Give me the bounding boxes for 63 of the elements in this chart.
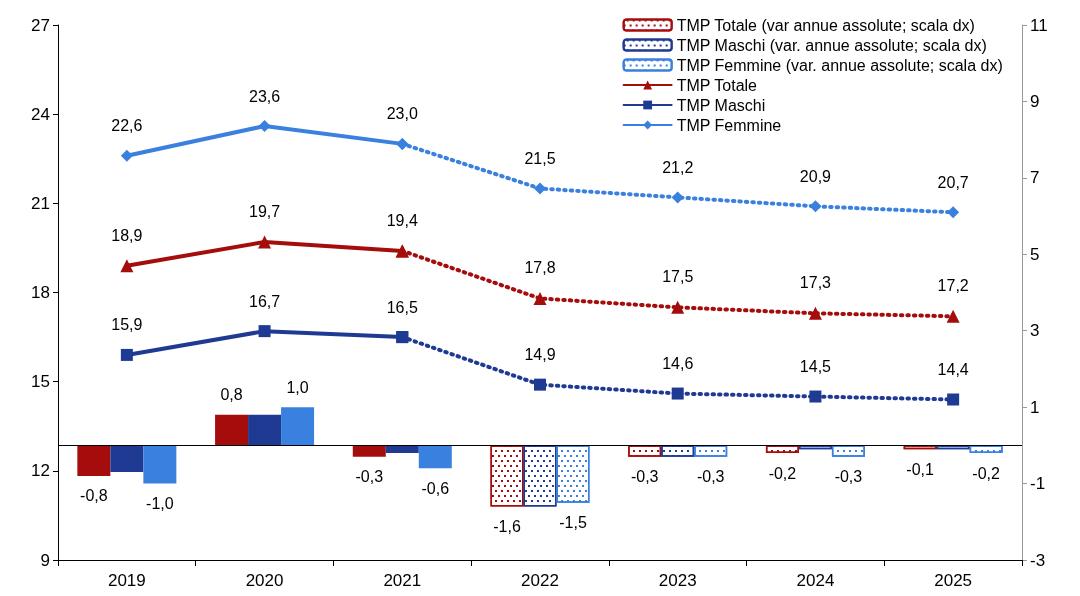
x-tick-label: 2021 bbox=[383, 571, 422, 590]
data-label: 23,6 bbox=[249, 87, 281, 105]
data-label: 15,9 bbox=[111, 316, 143, 334]
legend-label: TMP Femmine (var. annue assolute; scala dx) bbox=[676, 56, 1003, 74]
data-label: 19,4 bbox=[386, 211, 418, 229]
data-label: 21,2 bbox=[662, 158, 694, 176]
data-label: 21,5 bbox=[524, 149, 556, 167]
y-tick-label: 21 bbox=[31, 193, 50, 213]
data-label: 23,0 bbox=[386, 105, 418, 123]
y-tick-label: 15 bbox=[31, 372, 50, 392]
data-label: -0,6 bbox=[421, 479, 450, 497]
y2-tick-label: 3 bbox=[1030, 321, 1040, 341]
y2-tick-label: 11 bbox=[1030, 15, 1048, 35]
data-label: 17,2 bbox=[937, 277, 969, 295]
data-label: 18,9 bbox=[111, 226, 143, 244]
data-label: 1,0 bbox=[286, 378, 309, 396]
x-tick-label: 2023 bbox=[658, 571, 697, 590]
y2-tick-label: 5 bbox=[1030, 244, 1040, 264]
x-tick-label: 2025 bbox=[934, 571, 973, 590]
data-label: 19,7 bbox=[249, 202, 281, 220]
data-label: -0,2 bbox=[768, 464, 797, 482]
legend-label: TMP Totale (var annue assolute; scala dx) bbox=[676, 16, 975, 34]
data-label: -0,2 bbox=[972, 464, 1001, 482]
x-tick-label: 2020 bbox=[245, 571, 284, 590]
data-label: 17,8 bbox=[524, 259, 556, 277]
y2-tick-label: -1 bbox=[1030, 474, 1046, 494]
data-label: -1,6 bbox=[493, 518, 521, 535]
data-label: 22,6 bbox=[111, 117, 143, 135]
x-tick-label: 2022 bbox=[521, 571, 559, 590]
data-label: 20,9 bbox=[799, 167, 832, 185]
legend-label: TMP Totale bbox=[676, 76, 758, 94]
y2-tick-label: 7 bbox=[1030, 168, 1040, 188]
data-label: -0,3 bbox=[834, 468, 863, 486]
data-label: -1,5 bbox=[559, 514, 587, 532]
data-label: 20,7 bbox=[937, 173, 969, 191]
legend-label: TMP Maschi bbox=[676, 96, 766, 114]
y-tick-label: 12 bbox=[31, 461, 50, 481]
y2-tick-label: -3 bbox=[1030, 550, 1046, 570]
y-tick-label: 18 bbox=[31, 283, 50, 302]
x-tick-label: 2019 bbox=[107, 571, 146, 590]
data-label: 17,3 bbox=[799, 274, 832, 292]
data-label: 16,7 bbox=[249, 292, 281, 310]
y2-tick-label: 9 bbox=[1030, 91, 1040, 111]
y-tick-label: 27 bbox=[31, 15, 50, 35]
data-label: 0,8 bbox=[220, 386, 243, 404]
data-label: -0,3 bbox=[696, 468, 725, 486]
legend-label: TMP Maschi (var. annue assolute; scala dx) bbox=[676, 36, 987, 54]
data-label: 14,6 bbox=[662, 355, 694, 373]
y2-tick-label: 1 bbox=[1030, 397, 1040, 417]
data-label: 17,5 bbox=[662, 268, 694, 286]
y-tick-label: 24 bbox=[31, 104, 50, 124]
data-label: -0,3 bbox=[355, 468, 384, 486]
data-label: -1,0 bbox=[146, 495, 174, 513]
data-label: 14,4 bbox=[937, 361, 969, 378]
data-label: 16,5 bbox=[386, 298, 418, 316]
data-label: -0,3 bbox=[630, 468, 659, 486]
x-tick-label: 2024 bbox=[796, 571, 835, 590]
data-label: -0,8 bbox=[80, 487, 108, 505]
legend-label: TMP Femmine bbox=[676, 116, 782, 134]
data-label: 14,9 bbox=[524, 346, 556, 364]
data-label: -0,1 bbox=[906, 460, 935, 478]
y-tick-label: 9 bbox=[40, 550, 50, 570]
data-label: 14,5 bbox=[799, 358, 832, 376]
